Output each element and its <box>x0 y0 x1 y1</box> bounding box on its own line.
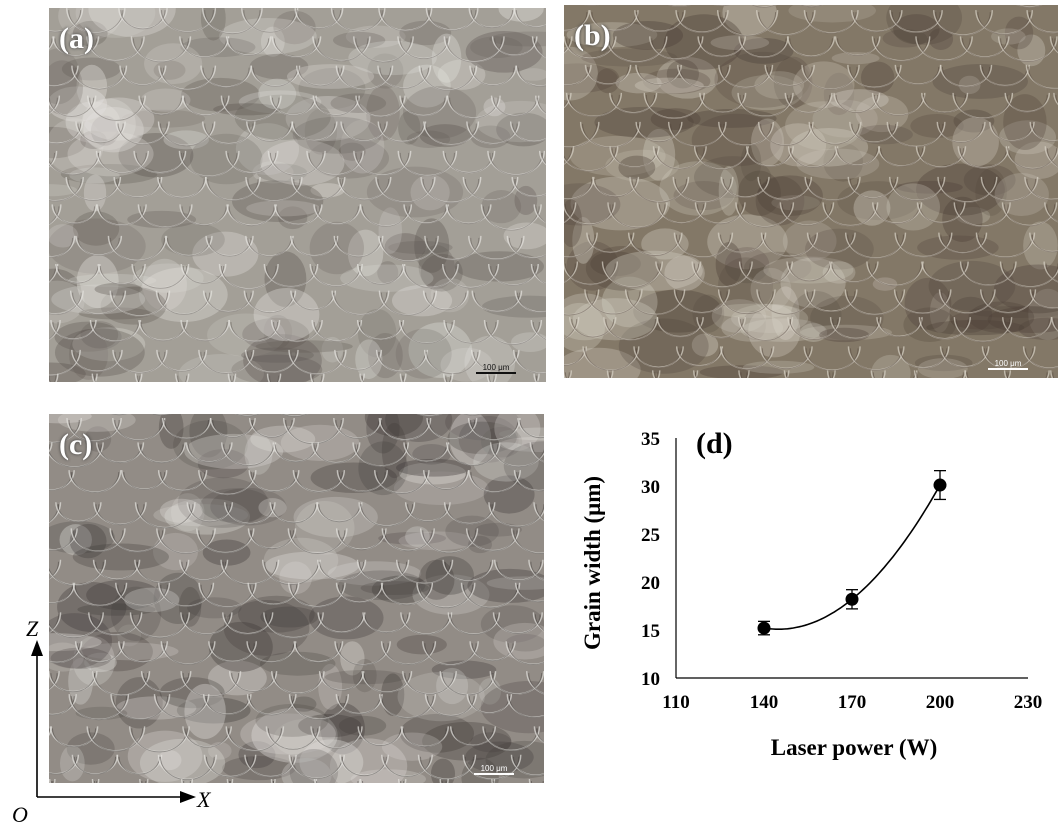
data-points <box>757 469 947 636</box>
scale-bar-c: 100 μm <box>474 764 514 775</box>
x-axis-title: Laser power (W) <box>771 735 938 760</box>
x-tick-label: 230 <box>1014 692 1043 713</box>
panel-label-b: (b) <box>574 19 611 52</box>
chart-panel-label: (d) <box>696 427 733 460</box>
micrograph-panel-a: (a) 100 μm <box>49 8 546 382</box>
x-tick-labels: 110 140 170 200 230 <box>662 692 1042 713</box>
x-tick-label: 200 <box>926 692 955 713</box>
origin-label: O <box>12 802 28 824</box>
y-tick-label: 20 <box>641 573 660 594</box>
z-axis-label: Z <box>26 616 39 641</box>
scale-bar-b: 100 μm <box>988 359 1028 370</box>
y-tick-label: 35 <box>641 429 660 450</box>
panel-label-a: (a) <box>59 22 94 55</box>
micrograph-panel-b: (b) 100 μm <box>564 5 1058 378</box>
z-arrowhead <box>31 640 43 656</box>
plot-axes <box>675 438 1028 679</box>
micrograph-b-texture <box>564 5 1058 378</box>
x-axis-label: X <box>196 787 212 812</box>
coordinate-axes-indicator: Z X O <box>12 616 212 824</box>
scale-bar-a: 100 μm <box>476 363 516 374</box>
x-tick-label: 170 <box>838 692 867 713</box>
y-tick-label: 30 <box>641 477 660 498</box>
x-tick-label: 110 <box>662 692 689 713</box>
micrograph-panel-c: (c) 100 μm <box>49 414 544 783</box>
y-axis-title: Grain width (μm) <box>580 476 605 650</box>
y-tick-labels: 10 15 20 25 30 35 <box>641 429 660 690</box>
panel-label-c: (c) <box>59 428 93 461</box>
micrograph-c-texture <box>49 414 544 783</box>
data-point <box>757 621 771 635</box>
y-tick-label: 10 <box>641 669 660 690</box>
data-point <box>933 478 947 492</box>
y-tick-label: 25 <box>641 525 660 546</box>
x-tick-label: 140 <box>750 692 779 713</box>
grain-width-chart: 10 15 20 25 30 35 110 140 170 200 230 (d) Laser p… <box>580 427 1042 760</box>
micrograph-a-texture <box>49 8 546 382</box>
y-tick-label: 15 <box>641 621 660 642</box>
x-arrowhead <box>180 791 196 803</box>
data-point <box>845 592 859 606</box>
